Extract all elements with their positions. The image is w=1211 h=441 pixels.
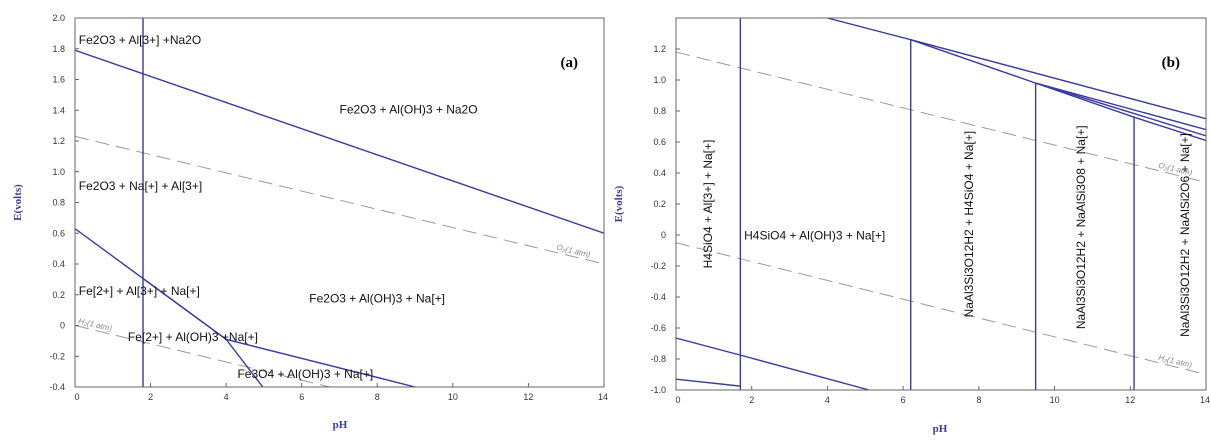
y-tick-label: 1.2 xyxy=(653,44,666,54)
x-tick-label: 2 xyxy=(749,395,754,405)
x-tick-label: 10 xyxy=(1050,395,1060,405)
x-tick-label: 12 xyxy=(523,392,533,402)
hydrogen-water-line xyxy=(676,242,1206,375)
x-tick-label: 10 xyxy=(448,392,458,402)
y-tick-label: -0.2 xyxy=(650,261,666,271)
x-tick-label: 4 xyxy=(224,392,229,402)
region-label: Fe2O3 + Al(OH)3 + Na[+] xyxy=(309,291,445,305)
chart-panel-a: O₂(1 atm)H₂(1 atm)Fe2O3 + Al[3+] +Na2OFe… xyxy=(12,13,608,431)
region-label: Fe[2+] + Al(OH)3 +Na[+] xyxy=(128,330,258,344)
phase-boundary-line xyxy=(910,39,1206,131)
y-axis-title: E(volts) xyxy=(613,185,625,222)
phase-boundary-line xyxy=(142,278,416,387)
y-tick-label: -0.2 xyxy=(49,351,65,361)
phase-boundary-line xyxy=(910,39,1206,120)
y-axis-title: E(volts) xyxy=(12,184,24,221)
x-tick-label: 14 xyxy=(1200,395,1210,405)
y-tick-label: 0.6 xyxy=(653,137,666,147)
plot-frame xyxy=(675,17,1207,391)
oxygen-water-line xyxy=(676,51,1206,183)
y-tick-label: 2.0 xyxy=(52,13,65,23)
region-label: Fe2O3 + Al(OH)3 + Na2O xyxy=(340,102,478,116)
region-label: Fe3O4 + Al(OH)3 + Na[+] xyxy=(237,367,373,381)
y-tick-label: 1.6 xyxy=(52,75,65,85)
chart-panel-b: O₂(1 atm)H₂(1 atm)H4SiO4 + Al(OH)3 + Na[… xyxy=(613,17,1210,435)
region-label: Fe2O3 + Al[3+] +Na2O xyxy=(79,33,201,47)
region-label: Fe2O3 + Na[+] + Al[3+] xyxy=(79,179,202,193)
x-tick-label: 0 xyxy=(74,392,79,402)
region-label: NaAl3Si3O12H2 + NaAlSi2O6 + Na[+] xyxy=(1178,133,1192,337)
y-tick-label: -0.8 xyxy=(650,354,666,364)
y-tick-label: 0.6 xyxy=(52,228,65,238)
y-tick-label: 1.8 xyxy=(52,44,65,54)
phase-boundary-line xyxy=(676,378,741,387)
phase-boundary-line xyxy=(75,49,604,234)
phase-boundary-line xyxy=(75,228,264,387)
y-tick-label: 1.0 xyxy=(653,75,666,85)
y-tick-label: 1.0 xyxy=(52,167,65,177)
y-tick-label: -0.4 xyxy=(650,292,666,302)
oxygen-water-line xyxy=(75,135,604,265)
panel-label: (b) xyxy=(1162,55,1180,71)
y-tick-label: -0.6 xyxy=(650,323,666,333)
y-tick-label: 0.4 xyxy=(653,168,666,178)
region-label: NaAl3Si3O12H2 + H4SiO4 + Na[+] xyxy=(962,131,976,317)
y-tick-label: 0.8 xyxy=(52,198,65,208)
x-tick-label: 4 xyxy=(825,395,830,405)
region-label: Fe[2+] + Al[3+] + Na[+] xyxy=(79,284,200,298)
phase-boundary-line xyxy=(676,337,870,390)
x-tick-label: 6 xyxy=(299,392,304,402)
region-label: H4SiO4 + Al(OH)3 + Na[+] xyxy=(744,229,885,243)
phase-boundary-line xyxy=(827,18,911,41)
x-axis-title: pH xyxy=(333,419,348,431)
x-tick-label: 12 xyxy=(1125,395,1135,405)
y-tick-label: 0.8 xyxy=(653,106,666,116)
y-tick-label: 0.4 xyxy=(52,259,65,269)
x-tick-label: 8 xyxy=(976,395,981,405)
y-tick-label: 0.2 xyxy=(653,199,666,209)
y-tick-label: -1.0 xyxy=(650,385,666,395)
y-tick-label: -0.4 xyxy=(49,382,65,392)
x-tick-label: 2 xyxy=(148,392,153,402)
x-tick-label: 0 xyxy=(675,395,680,405)
y-tick-label: 0.2 xyxy=(52,290,65,300)
region-label: H4SiO4 + Al[3+] + Na[+] xyxy=(701,140,715,269)
phase-boundary-line xyxy=(1035,82,1206,142)
x-axis-title: pH xyxy=(933,423,948,435)
region-label: NaAl3Si3O12H2 + NaAlSi3O8 + Na[+] xyxy=(1074,125,1088,329)
panel-label: (a) xyxy=(561,55,579,71)
hydrogen-water-line xyxy=(75,325,333,387)
x-tick-label: 14 xyxy=(598,392,608,402)
x-tick-label: 6 xyxy=(901,395,906,405)
x-tick-label: 8 xyxy=(375,392,380,402)
phase-boundary-line xyxy=(1035,82,1206,137)
y-tick-label: 1.4 xyxy=(52,105,65,115)
y-tick-label: 0 xyxy=(60,321,65,331)
y-tick-label: 0 xyxy=(661,230,666,240)
y-tick-label: 1.2 xyxy=(52,136,65,146)
